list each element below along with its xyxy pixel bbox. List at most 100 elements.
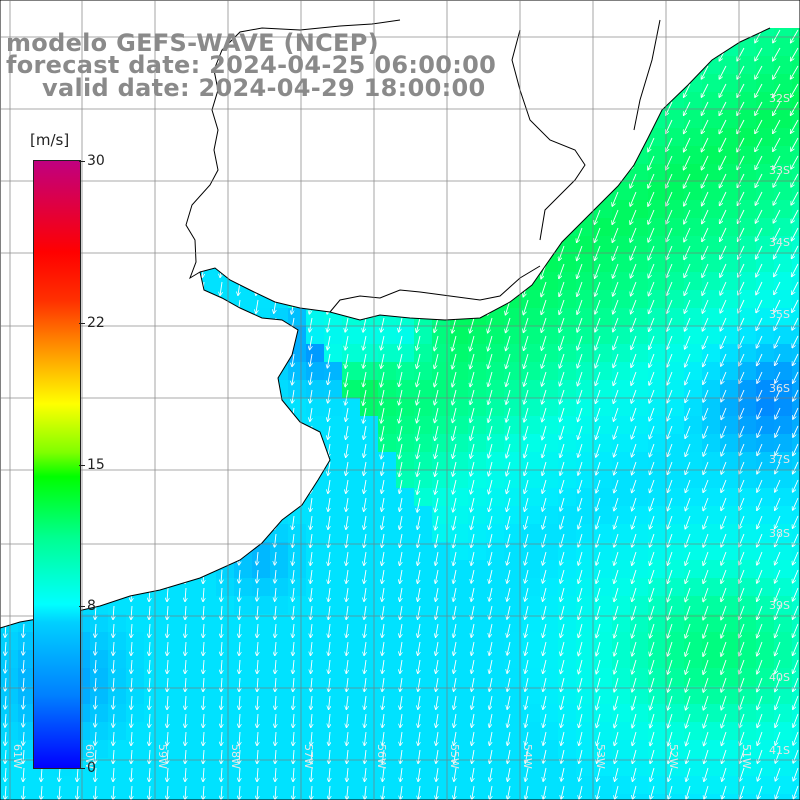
wind-speed-cell bbox=[702, 452, 721, 471]
wind-speed-cell bbox=[324, 704, 343, 723]
wind-arrow bbox=[773, 29, 781, 43]
wind-speed-cell bbox=[720, 434, 739, 453]
wind-speed-cell bbox=[666, 470, 685, 489]
wind-speed-cell bbox=[756, 470, 775, 489]
wind-speed-cell bbox=[756, 794, 775, 800]
wind-speed-cell bbox=[666, 380, 685, 399]
wind-speed-cell bbox=[252, 704, 271, 723]
wind-speed-cell bbox=[0, 686, 19, 705]
colorbar-tick-mark bbox=[79, 768, 85, 769]
wind-speed-cell bbox=[378, 416, 397, 435]
wind-speed-cell bbox=[738, 110, 757, 129]
wind-speed-cell bbox=[702, 218, 721, 237]
wind-speed-cell bbox=[342, 596, 361, 615]
wind-arrow bbox=[559, 281, 565, 296]
wind-speed-cell bbox=[414, 452, 433, 471]
wind-arrow bbox=[719, 119, 727, 133]
wind-speed-cell bbox=[252, 668, 271, 687]
wind-speed-cell bbox=[702, 380, 721, 399]
wind-speed-cell bbox=[342, 686, 361, 705]
wind-speed-cell bbox=[432, 650, 451, 669]
wind-speed-cell bbox=[108, 668, 127, 687]
wind-speed-cell bbox=[630, 362, 649, 381]
wind-arrow bbox=[702, 299, 709, 313]
wind-speed-cell bbox=[756, 326, 775, 345]
wind-arrow bbox=[684, 83, 691, 97]
wind-speed-cell bbox=[162, 704, 181, 723]
wind-arrow bbox=[791, 155, 799, 169]
wind-speed-cell bbox=[648, 470, 667, 489]
wind-speed-cell bbox=[144, 668, 163, 687]
wind-speed-cell bbox=[414, 794, 433, 800]
wind-speed-cell bbox=[450, 524, 469, 543]
latitude-label: 32S bbox=[769, 92, 790, 105]
wind-speed-cell bbox=[342, 416, 361, 435]
wind-speed-cell bbox=[180, 686, 199, 705]
wind-arrow bbox=[774, 245, 781, 259]
wind-speed-cell bbox=[90, 722, 109, 741]
wind-speed-cell bbox=[288, 362, 307, 381]
wind-arrow bbox=[720, 263, 727, 277]
wind-arrow bbox=[702, 137, 709, 152]
wind-speed-cell bbox=[378, 434, 397, 453]
wind-speed-cell bbox=[432, 398, 451, 417]
wind-speed-cell bbox=[648, 146, 667, 165]
wind-speed-cell bbox=[396, 758, 415, 777]
wind-arrow bbox=[559, 299, 565, 314]
wind-arrow bbox=[684, 101, 691, 115]
wind-speed-cell bbox=[108, 614, 127, 633]
wind-speed-cell bbox=[792, 38, 800, 57]
wind-speed-cell bbox=[666, 164, 685, 183]
wind-speed-cell bbox=[378, 452, 397, 471]
wind-speed-cell bbox=[702, 434, 721, 453]
longitude-label: 57W bbox=[302, 744, 315, 769]
wind-speed-cell bbox=[396, 560, 415, 579]
wind-speed-cell bbox=[666, 182, 685, 201]
wind-speed-cell bbox=[414, 560, 433, 579]
wind-arrow bbox=[791, 209, 799, 223]
wind-speed-cell bbox=[774, 56, 793, 75]
wind-speed-cell bbox=[792, 236, 800, 255]
wind-speed-cell bbox=[414, 614, 433, 633]
wind-speed-cell bbox=[558, 254, 577, 273]
wind-speed-cell bbox=[414, 524, 433, 543]
wind-speed-cell bbox=[324, 776, 343, 795]
wind-speed-cell bbox=[288, 632, 307, 651]
wind-speed-cell bbox=[756, 704, 775, 723]
wind-speed-cell bbox=[360, 398, 379, 417]
wind-speed-cell bbox=[198, 740, 217, 759]
wind-speed-cell bbox=[108, 704, 127, 723]
wind-arrow bbox=[755, 137, 763, 151]
wind-speed-cell bbox=[540, 794, 559, 800]
wind-speed-cell bbox=[234, 686, 253, 705]
wind-speed-cell bbox=[612, 326, 631, 345]
wind-speed-cell bbox=[666, 326, 685, 345]
colorbar-tick-mark bbox=[79, 322, 85, 324]
wind-arrow bbox=[648, 209, 655, 224]
wind-arrow bbox=[310, 317, 313, 332]
wind-speed-cell bbox=[756, 776, 775, 795]
wind-arrow bbox=[737, 47, 745, 61]
wind-speed-cell bbox=[612, 218, 631, 237]
wind-speed-cell bbox=[774, 416, 793, 435]
colorbar-tick-mark bbox=[79, 464, 85, 466]
wind-speed-cell bbox=[720, 614, 739, 633]
wind-speed-cell bbox=[648, 200, 667, 219]
wind-speed-cell bbox=[774, 506, 793, 525]
wind-speed-cell bbox=[720, 254, 739, 273]
wind-speed-cell bbox=[792, 560, 800, 579]
wind-arrow bbox=[613, 263, 619, 278]
wind-speed-cell bbox=[630, 434, 649, 453]
wind-speed-cell bbox=[558, 272, 577, 291]
wind-speed-cell bbox=[198, 650, 217, 669]
wind-arrow bbox=[595, 281, 601, 296]
wind-speed-cell bbox=[756, 650, 775, 669]
wind-speed-cell bbox=[594, 272, 613, 291]
wind-speed-cell bbox=[324, 344, 343, 363]
wind-speed-cell bbox=[414, 722, 433, 741]
wind-speed-cell bbox=[774, 776, 793, 795]
wind-speed-cell bbox=[666, 290, 685, 309]
wind-arrow bbox=[649, 299, 655, 313]
wind-speed-cell bbox=[774, 434, 793, 453]
wind-speed-cell bbox=[774, 164, 793, 183]
